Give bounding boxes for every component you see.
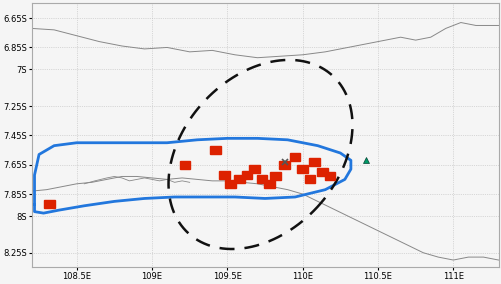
Bar <box>179 161 190 169</box>
Bar <box>241 171 252 179</box>
Bar <box>304 175 315 183</box>
Bar <box>224 180 235 188</box>
Bar <box>209 146 220 154</box>
Bar <box>233 175 244 183</box>
Bar <box>270 172 280 181</box>
Bar <box>256 175 267 183</box>
Bar <box>218 171 229 179</box>
Bar <box>289 153 300 161</box>
Bar <box>44 200 55 208</box>
Bar <box>248 165 259 173</box>
Bar <box>316 168 327 176</box>
Bar <box>264 180 274 188</box>
Bar <box>297 165 307 173</box>
Bar <box>279 161 289 169</box>
Bar <box>324 172 334 181</box>
Bar <box>309 158 319 166</box>
